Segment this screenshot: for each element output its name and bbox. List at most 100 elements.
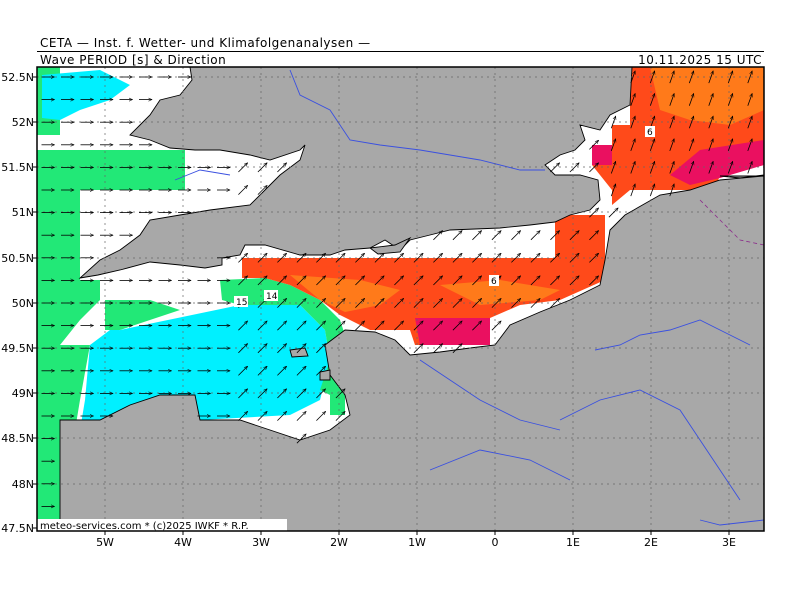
direction-arrow (316, 298, 325, 308)
direction-arrow (238, 163, 247, 173)
direction-arrow (491, 231, 501, 241)
direction-arrow (747, 71, 752, 84)
direction-arrow (433, 231, 442, 241)
direction-arrow (394, 276, 403, 286)
direction-arrow (296, 411, 306, 421)
direction-arrow (630, 139, 635, 152)
direction-arrow (649, 161, 654, 174)
map-frame (36, 66, 765, 532)
direction-arrow (238, 253, 247, 263)
direction-arrow (708, 139, 713, 152)
direction-arrow (747, 94, 752, 106)
direction-arrow (511, 298, 520, 308)
direction-arrow (355, 276, 364, 286)
direction-arrow (257, 253, 267, 263)
direction-arrow (530, 231, 540, 241)
direction-arrow (727, 71, 732, 84)
direction-arrow (296, 366, 306, 376)
direction-arrow (708, 116, 713, 129)
direction-arrow (374, 321, 384, 331)
direction-arrow (277, 344, 286, 354)
direction-arrow (374, 253, 384, 263)
direction-arrow (355, 298, 364, 308)
direction-arrow (630, 94, 635, 106)
direction-arrow (452, 298, 462, 308)
lat-label: 51.5N (1, 161, 34, 174)
direction-arrow (530, 298, 540, 308)
direction-arrow (708, 161, 713, 174)
direction-arrow (688, 71, 693, 84)
direction-arrow (550, 276, 559, 286)
direction-arrow (433, 298, 442, 308)
direction-arrow (316, 411, 325, 421)
channel-island-jersey (289, 347, 309, 358)
direction-arrow (550, 231, 559, 241)
direction-arrow (335, 276, 345, 286)
direction-arrow (413, 276, 423, 286)
direction-arrow (649, 94, 654, 106)
lat-label: 47.5N (1, 522, 34, 535)
lat-label: 50.5N (1, 252, 34, 265)
direction-arrow (550, 253, 559, 263)
direction-arrow (589, 253, 598, 263)
direction-arrow (452, 231, 462, 241)
direction-arrow (452, 344, 462, 354)
direction-arrow (669, 139, 674, 152)
wave-direction-arrows (41, 71, 753, 507)
direction-arrow (394, 253, 403, 263)
direction-arrow (608, 208, 618, 218)
direction-arrow (238, 411, 247, 421)
direction-arrow (669, 161, 674, 174)
direction-arrow (238, 366, 247, 376)
direction-arrow (335, 411, 345, 421)
direction-arrow (335, 389, 345, 399)
lat-label: 48.5N (1, 432, 34, 445)
lon-label: 3W (252, 536, 270, 549)
direction-arrow (433, 276, 442, 286)
direction-arrow (277, 321, 286, 331)
contour-label-6-northsea: 6 (647, 128, 653, 138)
direction-arrow (630, 161, 635, 174)
lon-label: 2E (644, 536, 658, 549)
direction-arrow (296, 298, 306, 308)
direction-arrow (530, 276, 540, 286)
lon-label: 1W (408, 536, 426, 549)
direction-arrow (727, 116, 732, 129)
direction-arrow (511, 253, 520, 263)
direction-arrow (335, 298, 345, 308)
lat-label: 51N (12, 206, 34, 219)
direction-arrow (747, 139, 752, 152)
direction-arrow (649, 71, 654, 84)
brittany-normandy (59, 175, 764, 531)
direction-arrow (316, 276, 325, 286)
direction-arrow (630, 71, 635, 84)
direction-arrow (472, 253, 481, 263)
direction-arrow (277, 298, 286, 308)
latitude-labels: 52.5N 52N 51.5N 51N 50.5N 50N 49.5N 49N 48.5N 48N… (1, 71, 34, 535)
contour-label-15: 15 (236, 298, 247, 308)
direction-arrow (355, 253, 364, 263)
direction-arrow (491, 321, 501, 331)
direction-arrow (277, 366, 286, 376)
lon-label: 4W (174, 536, 192, 549)
direction-arrow (747, 161, 752, 174)
direction-arrow (238, 389, 247, 399)
direction-arrow (669, 116, 674, 129)
direction-arrow (257, 185, 267, 195)
lon-label: 3E (722, 536, 736, 549)
lon-label: 0 (492, 536, 499, 549)
direction-arrow (472, 231, 481, 241)
direction-arrow (610, 161, 615, 174)
direction-arrow (669, 94, 674, 106)
direction-arrow (257, 321, 267, 331)
direction-arrow (374, 276, 384, 286)
direction-arrow (589, 231, 598, 241)
direction-arrow (669, 184, 674, 197)
map-title: CETA — Inst. f. Wetter- und Klimafolgena… (40, 36, 371, 50)
country-borders (699, 199, 764, 246)
direction-arrow (277, 276, 286, 286)
direction-arrow (472, 298, 481, 308)
lat-label: 48N (12, 478, 34, 491)
lat-label: 52.5N (1, 71, 34, 84)
direction-arrow (708, 71, 713, 84)
